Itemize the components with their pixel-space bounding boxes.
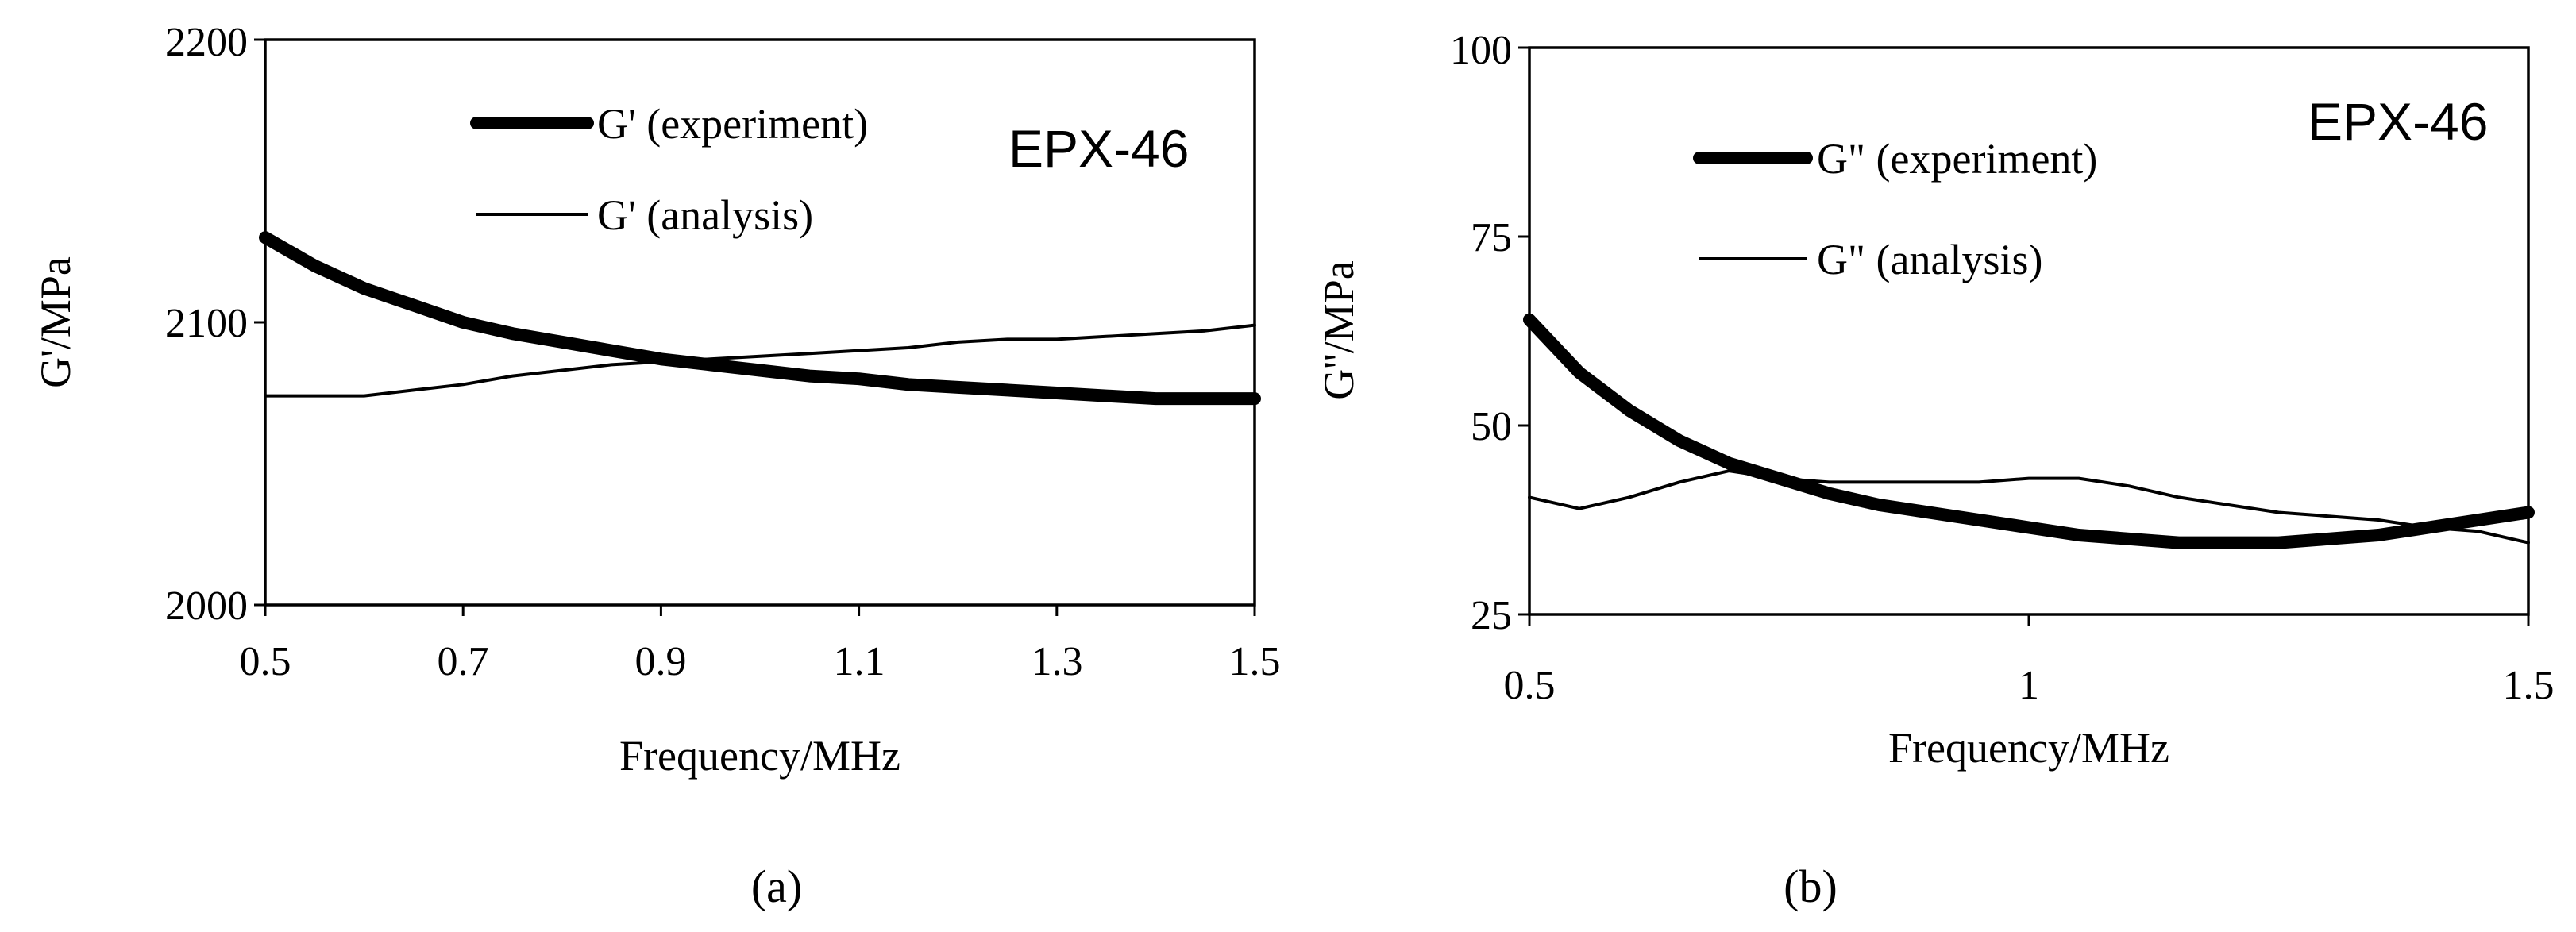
y-tick-label: 50: [1471, 404, 1512, 449]
y-tick-label: 25: [1471, 593, 1512, 638]
y-axis-label: G'/MPa: [32, 256, 79, 388]
legend-label-experiment: G' (experiment): [597, 100, 868, 148]
x-tick-label: 0.5: [240, 639, 291, 684]
x-axis-label: Frequency/MHz: [619, 732, 900, 780]
chart-a: 2000 2100 2200 0.5 0.7 0.9 1.1 1.3 1.5 F…: [32, 20, 1281, 912]
x-tick-label: 0.7: [438, 639, 489, 684]
panel-caption: (a): [751, 861, 802, 912]
y-axis-label: G''/MPa: [1315, 260, 1363, 400]
chart-b: 25 50 75 100 0.5 1 1.5 Frequency/MHz G''…: [1315, 28, 2555, 912]
panel-caption: (b): [1784, 861, 1838, 912]
series-line-experiment: [259, 231, 1261, 406]
x-tick-label: 0.5: [1504, 663, 1556, 708]
series-line-analysis: [1528, 469, 2530, 545]
y-tick-label: 2000: [165, 583, 248, 629]
x-axis-label: Frequency/MHz: [1888, 724, 2169, 772]
y-tick-label: 2200: [165, 20, 248, 65]
x-tick-label: 1.5: [2503, 663, 2555, 708]
legend-label-experiment: G" (experiment): [1817, 135, 2097, 183]
x-tick-label: 1.1: [834, 639, 885, 684]
x-tick-label: 1.5: [1229, 639, 1281, 684]
x-tick-label: 1.3: [1032, 639, 1083, 684]
x-tick-label: 1: [2019, 663, 2039, 708]
series-line-analysis: [264, 323, 1256, 398]
y-tick-label: 2100: [165, 301, 248, 346]
sample-label: EPX-46: [1008, 119, 1189, 178]
sample-label: EPX-46: [2308, 92, 2488, 151]
y-tick-label: 75: [1471, 215, 1512, 260]
legend-label-analysis: G" (analysis): [1817, 236, 2042, 283]
x-tick-label: 0.9: [635, 639, 687, 684]
y-tick-label: 100: [1450, 28, 1512, 73]
series-line-experiment: [1523, 313, 2535, 549]
legend-label-analysis: G' (analysis): [597, 191, 813, 239]
